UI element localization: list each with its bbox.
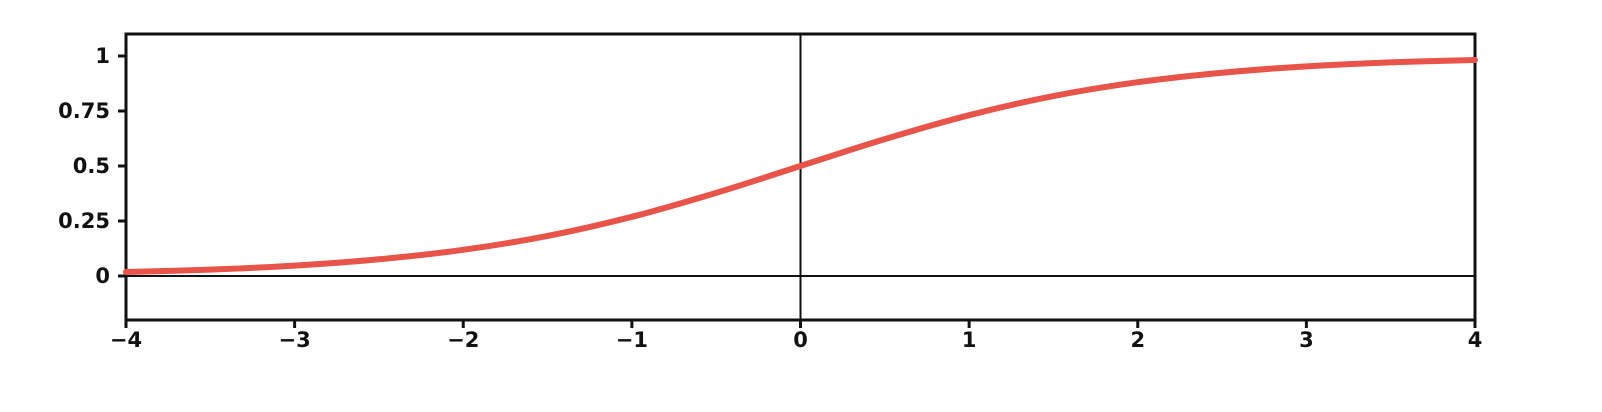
x-tick-label: 3 xyxy=(1299,328,1314,352)
reference-lines xyxy=(126,34,1475,320)
series-line-0 xyxy=(123,56,1478,276)
x-tick-label: 1 xyxy=(962,328,977,352)
x-tick-label: −2 xyxy=(447,328,479,352)
x-tick-label: 4 xyxy=(1468,328,1483,352)
y-tick-label: 1 xyxy=(95,44,110,68)
axes xyxy=(118,32,1477,328)
y-tick-label: 0 xyxy=(95,264,110,288)
y-tick-label: 0.5 xyxy=(73,154,110,178)
series-layer xyxy=(123,56,1478,276)
y-tick-label: 0.25 xyxy=(58,209,110,233)
y-tick-label: 0.75 xyxy=(58,99,110,123)
x-tick-label: −3 xyxy=(279,328,311,352)
x-tick-label: −1 xyxy=(616,328,648,352)
x-tick-label: −4 xyxy=(110,328,142,352)
tick-labels: 0 0.25 0.5 0.75 1 −4 −3 −2 −1 0 1 2 3 4 xyxy=(58,44,1482,352)
x-tick-label: 2 xyxy=(1130,328,1145,352)
x-tick-label: 0 xyxy=(793,328,808,352)
